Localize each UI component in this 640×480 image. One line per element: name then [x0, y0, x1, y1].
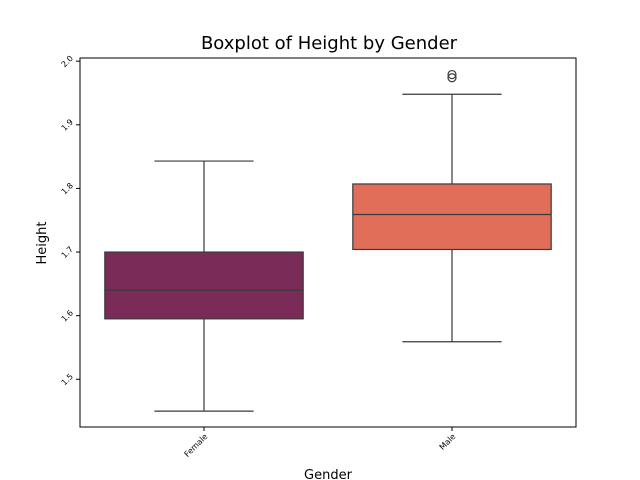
x-tick-label: Female [183, 432, 210, 459]
x-axis: Female Male [183, 427, 458, 459]
box-male [352, 183, 552, 251]
x-axis-label: Gender [304, 468, 353, 480]
y-axis-label: Height [35, 222, 50, 265]
plot-area [104, 69, 552, 412]
y-tick-label: 1.9 [60, 117, 75, 132]
box-group-female [104, 160, 304, 412]
outlier-point [447, 69, 457, 80]
chart-title: Boxplot of Height by Gender [201, 33, 458, 54]
y-tick-label: 1.7 [60, 245, 75, 260]
y-tick-label: 1.8 [60, 181, 75, 196]
box-female [104, 251, 304, 320]
outlier-point [447, 73, 457, 83]
box-group-male [352, 69, 552, 343]
y-tick-label: 1.6 [60, 308, 75, 323]
y-tick-label: 2.0 [60, 54, 75, 69]
y-tick-label: 1.5 [60, 372, 75, 387]
x-tick-label: Male [438, 432, 458, 452]
y-axis: 1.5 1.6 1.7 1.8 1.9 2.0 [60, 54, 80, 387]
plot-frame [79, 57, 577, 428]
